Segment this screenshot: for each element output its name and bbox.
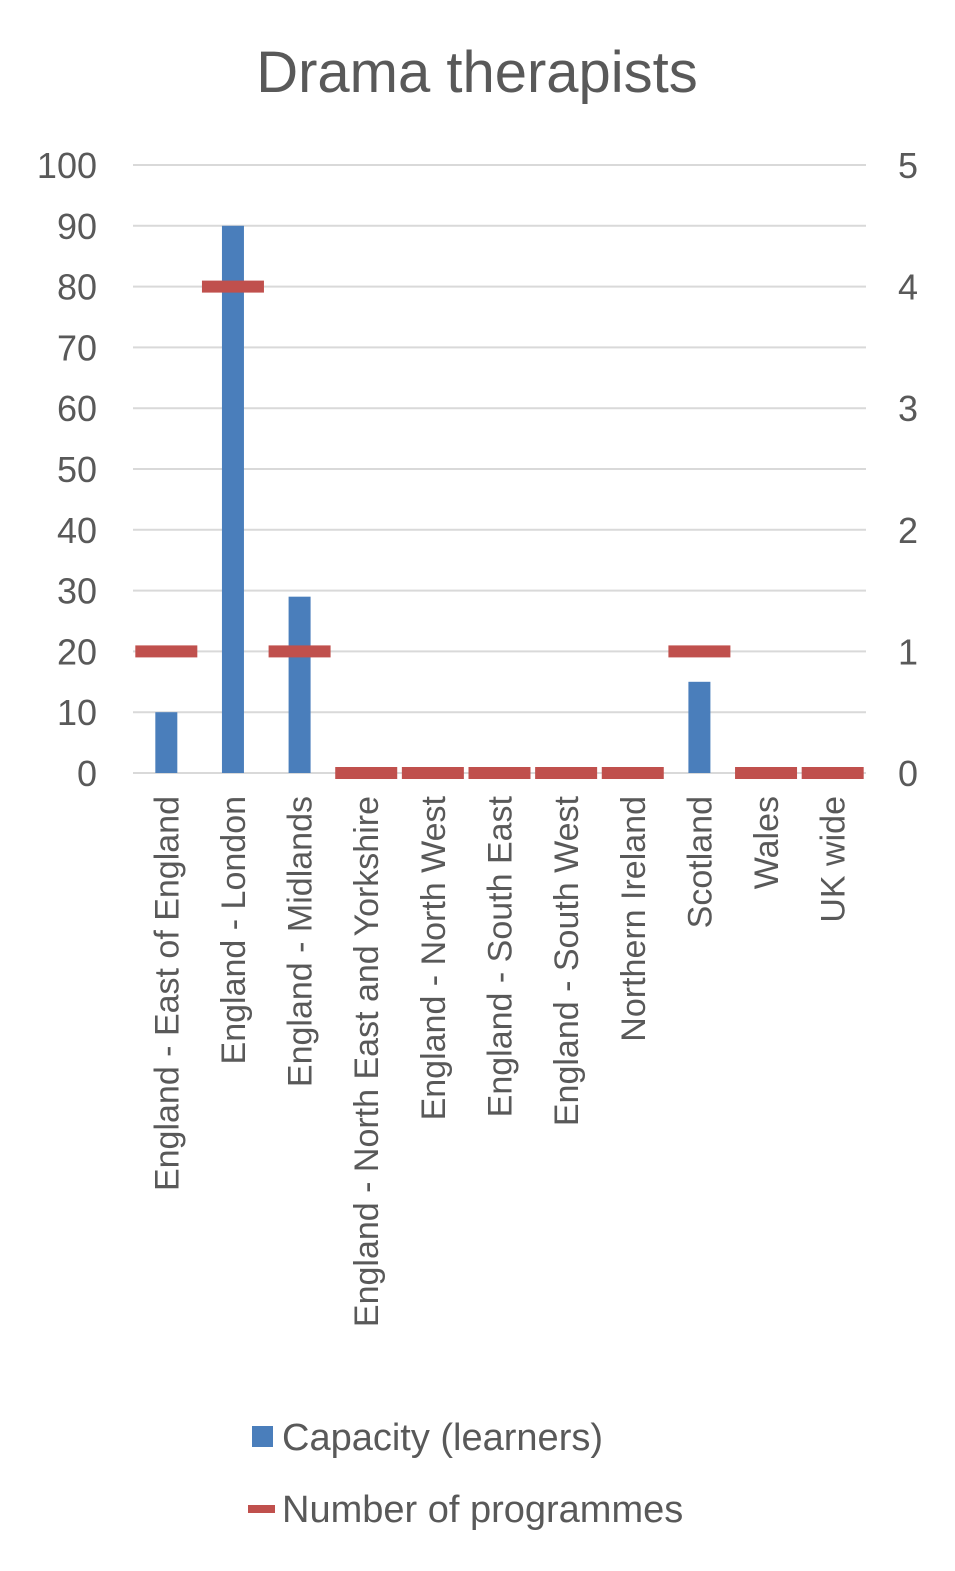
- category-label: UK wide: [815, 796, 853, 923]
- left-tick-label: 20: [57, 631, 97, 672]
- category-labels: England - East of England England - Londo…: [148, 795, 852, 1327]
- right-tick-label: 5: [898, 145, 918, 186]
- programme-marker: [201, 280, 264, 293]
- programme-marker: [668, 645, 731, 658]
- left-tick-label: 40: [57, 510, 97, 551]
- programme-marker: [801, 767, 864, 779]
- left-tick-label: 50: [57, 449, 97, 490]
- programme-marker: [735, 767, 798, 779]
- legend-swatch-programmes: [248, 1505, 275, 1513]
- capacity-bar: [155, 712, 178, 773]
- programme-marker: [535, 767, 598, 779]
- legend: Capacity (learners) Number of programmes: [248, 1417, 683, 1531]
- category-label: Wales: [748, 796, 786, 889]
- category-label: England - South West: [548, 795, 586, 1126]
- right-tick-label: 4: [898, 267, 918, 308]
- legend-swatch-capacity: [252, 1426, 273, 1447]
- left-tick-label: 0: [77, 753, 97, 794]
- left-tick-label: 70: [57, 327, 97, 368]
- capacity-bar: [288, 596, 311, 773]
- capacity-bar: [688, 681, 711, 773]
- gridlines: [133, 164, 866, 774]
- category-label: Scotland: [681, 796, 719, 928]
- programme-marker: [335, 767, 398, 779]
- category-label: England - North East and Yorkshire: [348, 796, 386, 1327]
- category-label: England - North West: [415, 795, 453, 1120]
- chart-title: Drama therapists: [256, 40, 698, 105]
- right-tick-label: 3: [898, 388, 918, 429]
- programme-markers: [135, 280, 864, 779]
- programme-marker: [401, 767, 464, 779]
- left-tick-label: 100: [37, 145, 97, 186]
- capacity-bars: [155, 225, 711, 774]
- left-tick-label: 10: [57, 692, 97, 733]
- category-label: Northern Ireland: [615, 796, 653, 1042]
- left-tick-label: 80: [57, 267, 97, 308]
- programme-marker: [468, 767, 531, 779]
- left-axis-ticks: 0 10 20 30 40 50 60 70 80 90 100: [37, 145, 97, 794]
- right-tick-label: 2: [898, 510, 918, 551]
- legend-label-capacity: Capacity (learners): [282, 1417, 603, 1459]
- programme-marker: [601, 767, 664, 779]
- programme-marker: [268, 645, 331, 658]
- right-axis-ticks: 0 1 2 3 4 5: [898, 145, 918, 794]
- left-tick-label: 60: [57, 388, 97, 429]
- category-label: England - South East: [482, 795, 520, 1117]
- right-tick-label: 1: [898, 631, 918, 672]
- left-tick-label: 30: [57, 571, 97, 612]
- left-tick-label: 90: [57, 206, 97, 247]
- category-label: England - East of England: [148, 796, 186, 1191]
- category-label: England - Midlands: [282, 796, 320, 1087]
- legend-label-programmes: Number of programmes: [282, 1489, 683, 1531]
- programme-marker: [135, 645, 198, 658]
- right-tick-label: 0: [898, 753, 918, 794]
- category-label: England - London: [215, 796, 253, 1064]
- capacity-bar: [221, 225, 244, 774]
